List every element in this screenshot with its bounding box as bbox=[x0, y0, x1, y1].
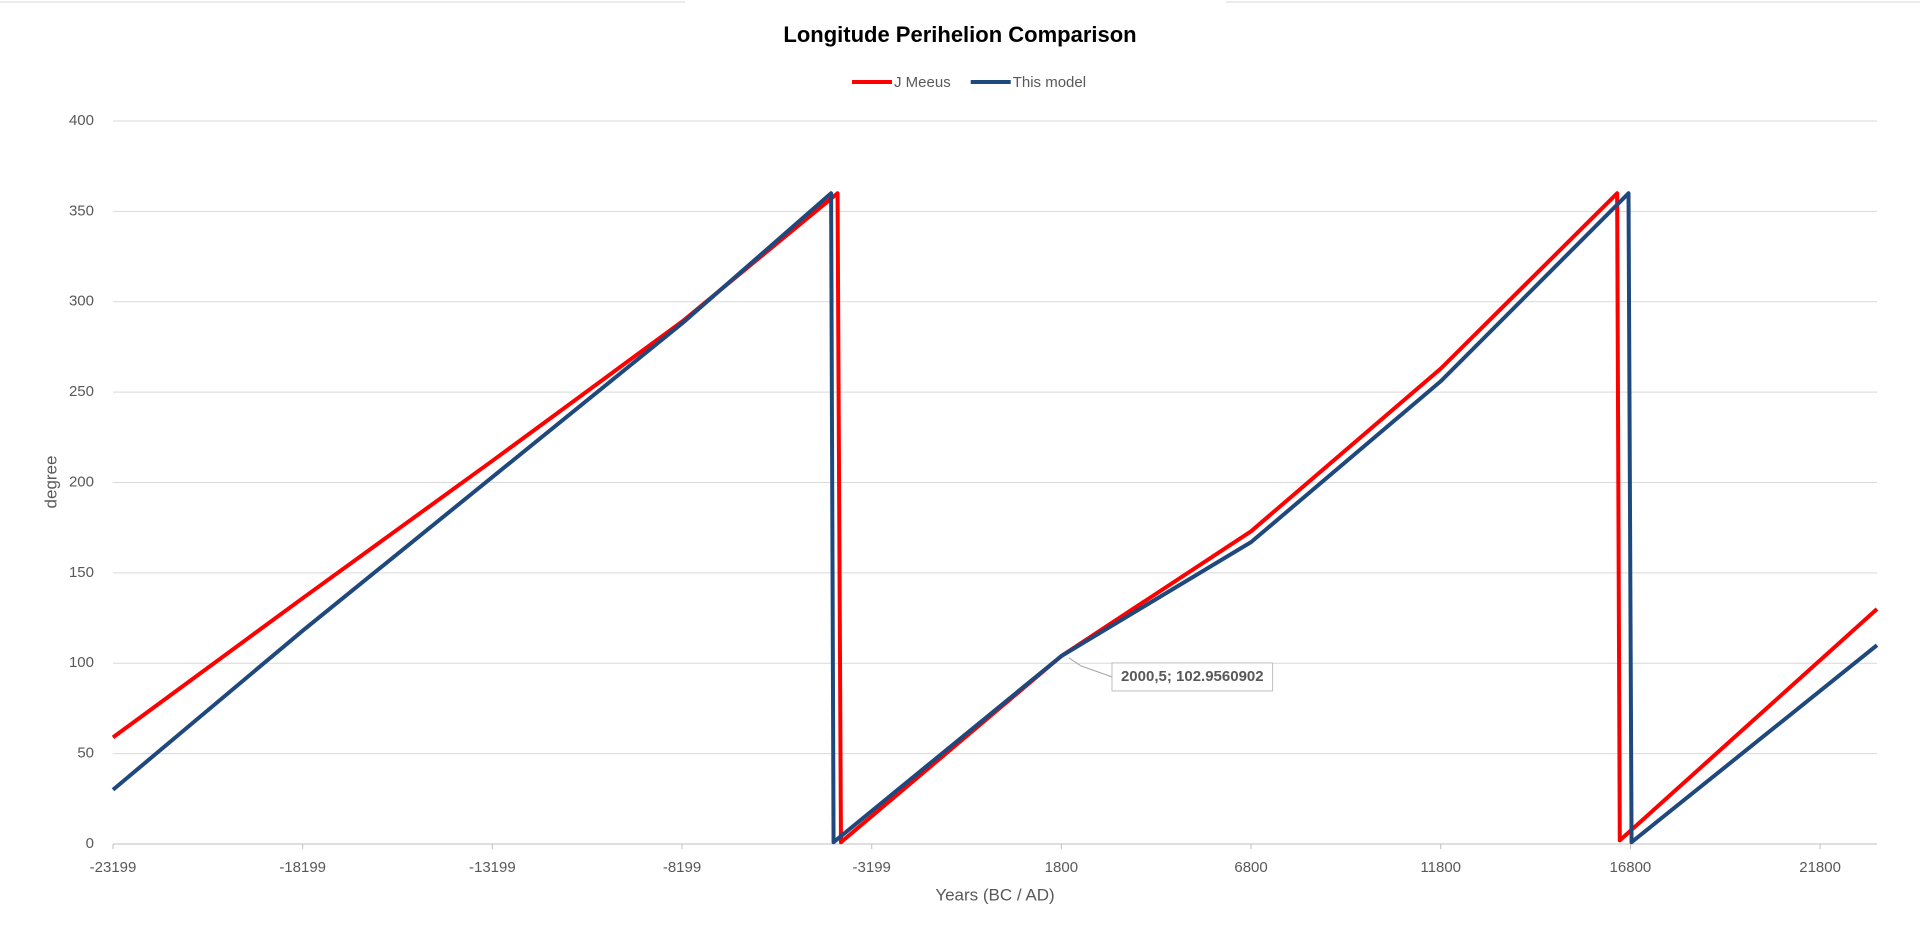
series-line bbox=[111, 191, 1879, 845]
y-tick-label: 50 bbox=[77, 745, 94, 762]
x-tick-label: -13199 bbox=[469, 859, 516, 876]
y-axis-title: degree bbox=[41, 456, 60, 509]
series-line bbox=[111, 191, 1879, 845]
x-tick-label: -8199 bbox=[663, 859, 701, 876]
legend: J Meeus This model bbox=[852, 74, 1086, 91]
legend-label: J Meeus bbox=[894, 74, 951, 91]
y-tick-label: 350 bbox=[69, 202, 94, 219]
x-tick-label: -23199 bbox=[90, 859, 137, 876]
y-tick-label: 0 bbox=[86, 835, 94, 852]
x-tick-label: 21800 bbox=[1799, 859, 1841, 876]
chart-title: Longitude Perihelion Comparison bbox=[783, 22, 1136, 47]
y-tick-label: 300 bbox=[69, 293, 94, 310]
x-tick-label: 1800 bbox=[1045, 859, 1078, 876]
y-tick-label: 200 bbox=[69, 473, 94, 490]
x-tick-label: 11800 bbox=[1420, 859, 1461, 876]
x-tick-label: 16800 bbox=[1610, 859, 1652, 876]
y-tick-label: 250 bbox=[69, 383, 94, 400]
y-tick-label: 100 bbox=[69, 654, 94, 671]
x-tick-label: -3199 bbox=[853, 859, 891, 876]
annotation-leader bbox=[1068, 657, 1113, 678]
annotation-box bbox=[1111, 662, 1274, 692]
x-tick-label: 6800 bbox=[1234, 859, 1267, 876]
x-axis-title: Years (BC / AD) bbox=[935, 885, 1054, 904]
y-tick-label: 150 bbox=[69, 564, 94, 581]
y-tick-label: 400 bbox=[69, 112, 94, 129]
annotation-text: 2000,5; 102.9560902 bbox=[1121, 668, 1264, 685]
x-tick-label: -18199 bbox=[279, 859, 326, 876]
legend-label: This model bbox=[1013, 74, 1086, 91]
